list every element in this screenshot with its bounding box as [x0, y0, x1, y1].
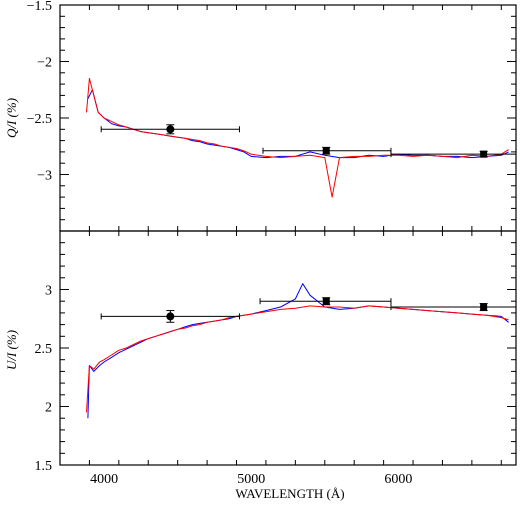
- ticks-bottom: [59, 230, 516, 466]
- y-tick-label: −2.5: [27, 112, 52, 127]
- points-top: [100, 124, 517, 158]
- y-tick-label: −2: [37, 56, 52, 71]
- tick-labels-top: −1.5 −2 −2.5 −3: [27, 0, 52, 184]
- y-axis-title-bottom: U/I (%): [4, 330, 19, 370]
- data-point: [322, 147, 330, 155]
- y-tick-label: 1.5: [35, 459, 53, 474]
- y-tick-label: 2: [45, 401, 52, 416]
- x-tick-label: 6000: [384, 472, 412, 487]
- y-tick-label: −3: [37, 169, 52, 184]
- x-tick-label: 5000: [237, 472, 265, 487]
- data-point: [166, 125, 175, 134]
- y-tick-label: 2.5: [35, 342, 53, 357]
- series-bottom: [86, 283, 509, 419]
- data-point: [480, 303, 488, 311]
- series-line-bottom-2: [86, 305, 509, 413]
- x-tick-label: 4000: [90, 472, 118, 487]
- data-point: [322, 297, 330, 305]
- plot-frame-top: [59, 4, 517, 232]
- points-bottom: [100, 297, 517, 323]
- tick-labels-bottom: 1.5 2 2.5 3 4000 5000 6000: [35, 284, 413, 488]
- series-line-top-1: [87, 89, 509, 159]
- panel-q-over-i: −1.5 −2 −2.5 −3 Q/I (%): [4, 0, 517, 232]
- series-line-bottom-1: [87, 283, 509, 419]
- y-axis-title-top: Q/I (%): [4, 98, 19, 138]
- y-tick-label: −1.5: [27, 0, 52, 14]
- series-line-top-2: [86, 77, 509, 198]
- data-point: [480, 150, 488, 158]
- x-axis-title: WAVELENGTH (Å): [235, 486, 344, 501]
- panel-u-over-i: 1.5 2 2.5 3 4000 5000 6000 U/I (%): [4, 230, 517, 488]
- ticks-top: [59, 4, 516, 232]
- y-tick-label: 3: [45, 284, 52, 299]
- data-point: [166, 312, 175, 321]
- series-top: [86, 77, 509, 198]
